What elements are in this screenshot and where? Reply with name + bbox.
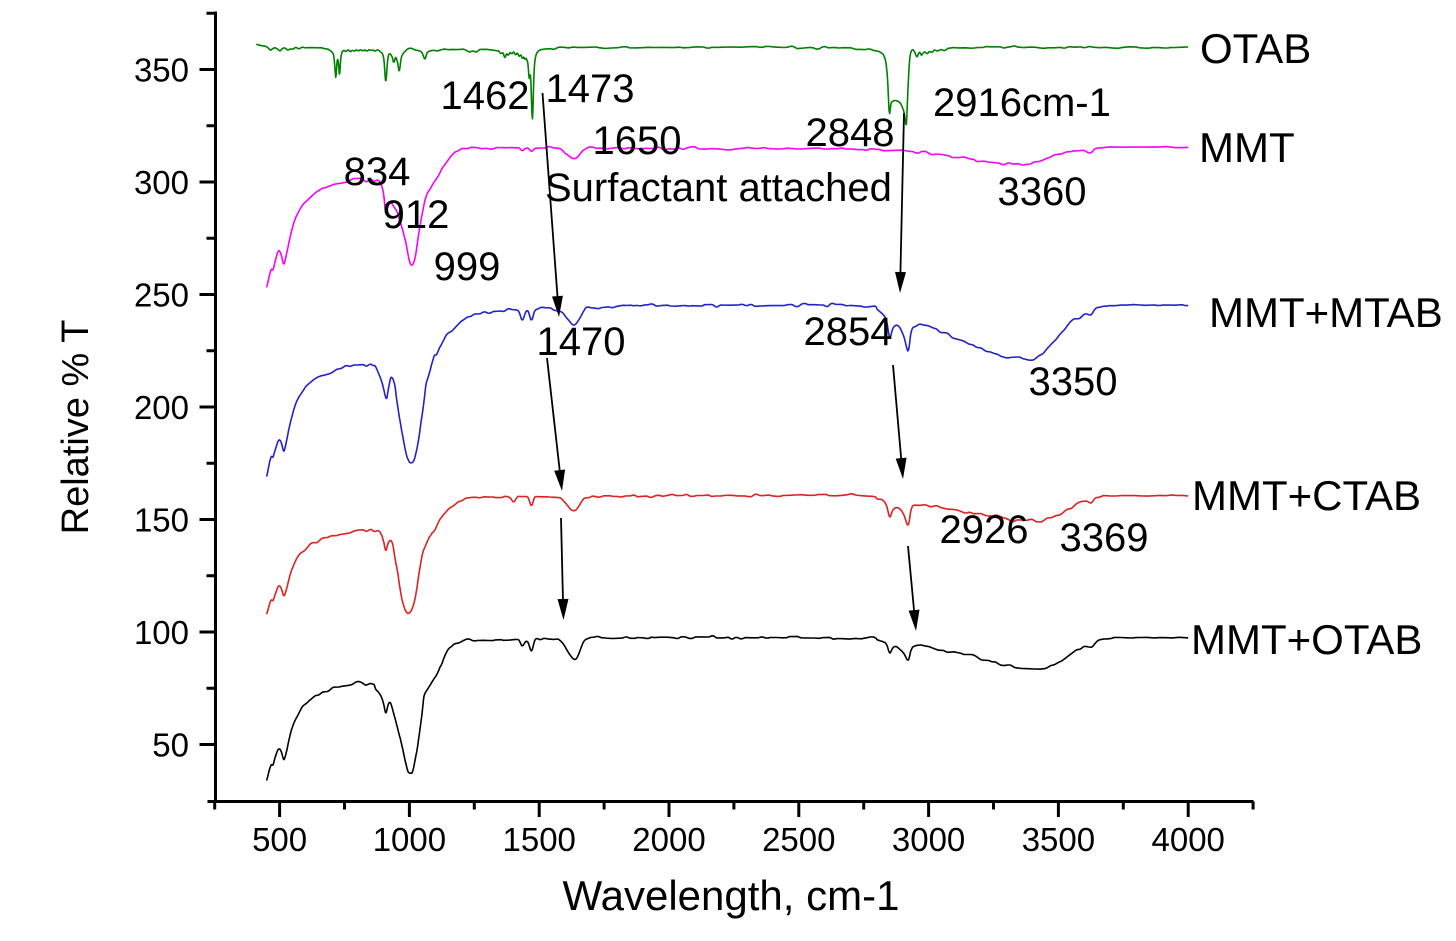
svg-text:1500: 1500 — [502, 821, 575, 858]
svg-text:834: 834 — [344, 150, 411, 194]
svg-text:3000: 3000 — [892, 821, 965, 858]
svg-text:300: 300 — [134, 164, 189, 201]
svg-text:2926: 2926 — [940, 508, 1029, 552]
svg-text:999: 999 — [434, 245, 501, 289]
svg-text:1650: 1650 — [593, 119, 682, 163]
svg-text:1462: 1462 — [441, 74, 530, 118]
svg-text:150: 150 — [134, 501, 189, 538]
svg-text:MMT+CTAB: MMT+CTAB — [1192, 472, 1421, 519]
svg-text:3350: 3350 — [1029, 360, 1118, 404]
svg-text:250: 250 — [134, 276, 189, 313]
svg-text:2916cm-1: 2916cm-1 — [933, 81, 1111, 125]
svg-text:1470: 1470 — [537, 320, 626, 364]
svg-text:Wavelength, cm-1: Wavelength, cm-1 — [563, 872, 900, 919]
svg-text:3369: 3369 — [1060, 516, 1149, 560]
svg-text:350: 350 — [134, 51, 189, 88]
svg-text:2854: 2854 — [804, 310, 893, 354]
svg-text:1473: 1473 — [546, 67, 635, 111]
svg-text:912: 912 — [383, 193, 450, 237]
svg-text:2848: 2848 — [806, 111, 895, 155]
svg-text:2500: 2500 — [762, 821, 835, 858]
svg-text:OTAB: OTAB — [1200, 25, 1311, 72]
svg-text:3360: 3360 — [998, 170, 1087, 214]
svg-text:4000: 4000 — [1151, 821, 1224, 858]
svg-text:50: 50 — [152, 726, 189, 763]
svg-text:3500: 3500 — [1022, 821, 1095, 858]
svg-text:Surfactant attached: Surfactant attached — [545, 166, 892, 210]
svg-text:500: 500 — [252, 821, 307, 858]
svg-text:Relative % T: Relative % T — [55, 320, 97, 535]
svg-text:100: 100 — [134, 614, 189, 651]
svg-text:1000: 1000 — [373, 821, 446, 858]
svg-text:MMT+MTAB: MMT+MTAB — [1209, 289, 1443, 336]
svg-text:200: 200 — [134, 389, 189, 426]
svg-text:2000: 2000 — [632, 821, 705, 858]
svg-text:MMT+OTAB: MMT+OTAB — [1191, 616, 1422, 663]
svg-text:MMT: MMT — [1199, 124, 1295, 171]
